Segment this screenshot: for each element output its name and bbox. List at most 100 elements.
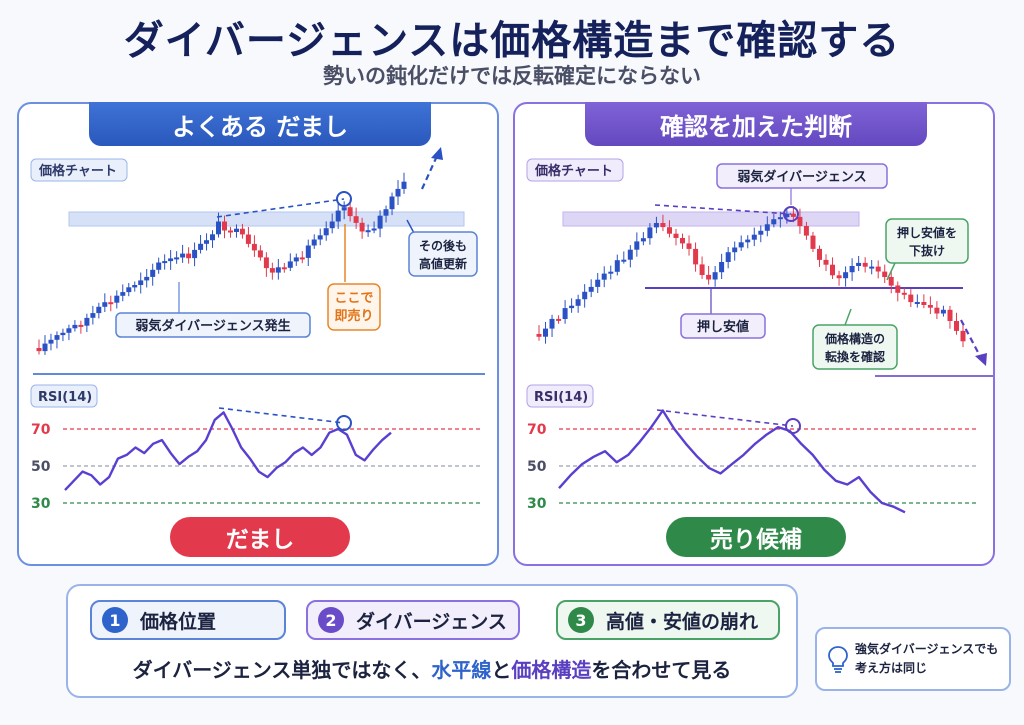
candle-body xyxy=(562,308,568,319)
checklist-label: ダイバージェンス xyxy=(356,610,507,633)
candle-body xyxy=(72,324,78,329)
candle-body xyxy=(365,230,371,233)
break-low-pointer xyxy=(886,262,896,281)
checklist-label: 高値・安値の崩れ xyxy=(606,610,759,633)
break-low-text-2: 下抜け xyxy=(909,243,945,258)
candle-body xyxy=(758,230,764,235)
price-chart-label: 価格チャート xyxy=(534,163,613,179)
rsi-tick-70: 70 xyxy=(527,422,547,438)
new-high-pointer xyxy=(406,219,415,234)
new-high-text-2: 高値更新 xyxy=(419,256,467,271)
candle-body xyxy=(875,266,881,272)
structure-change-text-1: 価格構造の xyxy=(824,331,885,346)
candle-body xyxy=(84,317,90,326)
candle-body xyxy=(102,302,108,307)
panel-header: よくある だまし xyxy=(89,102,431,146)
sell-here-box xyxy=(327,283,381,331)
rsi-tick-50: 50 xyxy=(31,459,51,475)
sell-here-text-1: ここで xyxy=(334,291,373,306)
candle-body xyxy=(693,248,699,265)
page-subtitle: 勢いの鈍化だけでは反転確定にならない xyxy=(323,64,701,88)
pullback-low-box xyxy=(680,313,766,339)
candle-body xyxy=(673,233,679,238)
candle-body xyxy=(281,267,287,270)
candle-body xyxy=(856,262,862,266)
rsi-divergence-line xyxy=(218,407,345,424)
candle-body xyxy=(168,258,174,262)
candle-body xyxy=(960,330,966,342)
candle-body xyxy=(377,215,383,229)
price-divergence-line xyxy=(654,204,792,215)
candle-body xyxy=(549,318,555,329)
note-line-1: 強気ダイバージェンスでも xyxy=(855,642,999,656)
candle-body xyxy=(42,343,48,352)
candle-body xyxy=(601,273,607,280)
candle-body xyxy=(810,235,816,249)
rsi-tick-30: 30 xyxy=(31,496,51,512)
right-candles xyxy=(536,206,966,348)
candle-body xyxy=(66,328,72,333)
false-signal-diagram: 価格チャート ここで 即売り その後も 高値更新 弱気ダイバージェンス発生 RS… xyxy=(30,147,485,512)
candle-body xyxy=(914,302,920,304)
candle-body xyxy=(90,313,96,318)
candle-body xyxy=(239,228,245,235)
candle-body xyxy=(60,332,66,336)
candle-body xyxy=(634,241,640,250)
candle-body xyxy=(595,279,601,287)
candle-body xyxy=(536,334,542,337)
new-high-text-1: その後も xyxy=(419,238,467,253)
candle-body xyxy=(836,275,842,279)
confirmed-signal-panel: 確認を加えた判断 価格チャート 弱気ダイバージェンス 押し安値を 下抜け 押し安… xyxy=(513,102,995,566)
candle-body xyxy=(640,238,646,242)
candle-body xyxy=(719,262,725,273)
divergence-label-box xyxy=(115,312,311,338)
divergence-label: 弱気ダイバージェンス発生 xyxy=(135,318,290,334)
candle-body xyxy=(621,259,627,262)
verdict-badge: だまし xyxy=(170,517,350,557)
page-title: ダイバージェンスは価格構造まで確認する xyxy=(123,18,901,64)
candle-body xyxy=(556,318,562,321)
candle-body xyxy=(647,227,653,239)
candle-body xyxy=(150,269,156,277)
candle-body xyxy=(725,252,731,262)
candle-body xyxy=(797,216,803,227)
candle-body xyxy=(132,285,138,288)
structure-change-box xyxy=(812,324,898,370)
candle-body xyxy=(293,257,299,262)
resistance-zone xyxy=(68,211,465,227)
lightbulb-icon xyxy=(828,646,848,673)
candle-body xyxy=(353,216,359,223)
candle-body xyxy=(395,188,401,197)
rsi-high-circle xyxy=(785,418,801,434)
price-chart-label-box xyxy=(30,158,128,182)
candle-body xyxy=(790,213,796,217)
candle-body xyxy=(204,240,209,244)
price-chart-label: 価格チャート xyxy=(38,163,117,179)
checklist-item-structure-break: 3 高値・安値の崩れ xyxy=(556,600,780,640)
candle-body xyxy=(228,230,233,233)
candle-body xyxy=(371,228,377,231)
rsi-tick-70: 70 xyxy=(31,422,51,438)
candle-body xyxy=(738,242,744,248)
new-high-box xyxy=(408,231,478,277)
candle-body xyxy=(927,305,933,308)
candle-body xyxy=(764,224,770,231)
candle-body xyxy=(299,257,305,260)
candle-body xyxy=(614,260,620,272)
candle-body xyxy=(771,219,777,225)
candle-body xyxy=(126,287,132,293)
step-number: 1 xyxy=(102,607,128,633)
rsi-high-circle xyxy=(336,415,352,431)
false-signal-panel: よくある だまし 価格チャート ここで 即売り その後も 高値更新 弱気ダイバー… xyxy=(17,102,499,566)
summary-part-1: ダイバージェンス単独ではなく、 xyxy=(132,658,432,682)
price-divergence-line xyxy=(216,198,345,218)
candle-body xyxy=(660,223,666,228)
candle-body xyxy=(843,272,849,279)
candle-body xyxy=(882,271,888,277)
candle-body xyxy=(588,286,594,292)
divergence-label: 弱気ダイバージェンス xyxy=(737,169,866,185)
candle-body xyxy=(251,243,257,251)
rsi-label: RSI(14) xyxy=(38,390,92,405)
candle-body xyxy=(287,261,293,268)
candle-body xyxy=(921,302,927,305)
